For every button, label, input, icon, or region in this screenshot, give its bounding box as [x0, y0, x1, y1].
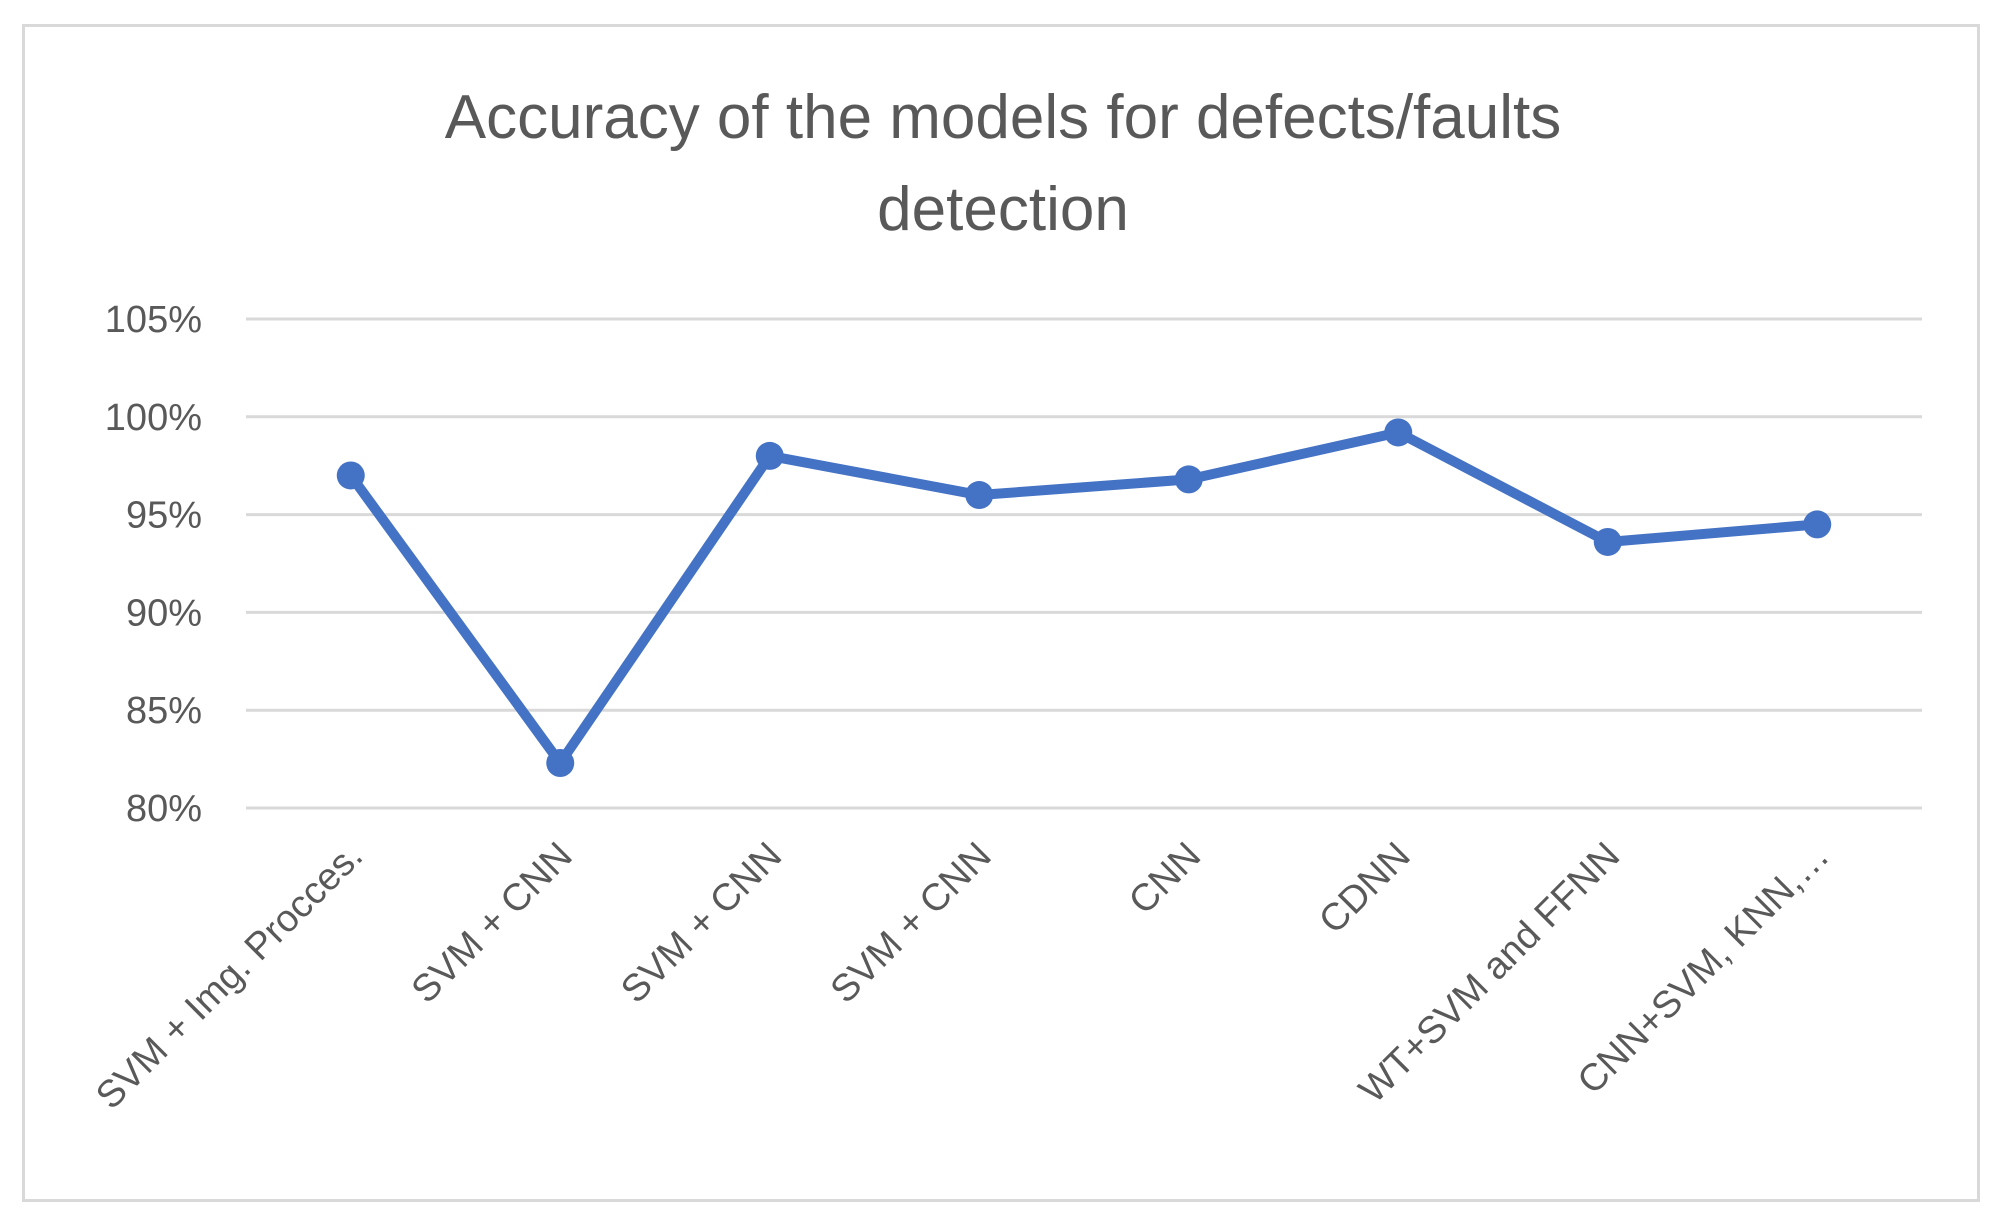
y-tick-label: 105% [105, 299, 202, 341]
chart-title: Accuracy of the models for defects/fault… [445, 83, 1562, 244]
data-point [755, 441, 784, 470]
x-category-label: CDNN [1311, 835, 1418, 942]
x-category-label: SVM + CNN [823, 835, 1000, 1012]
data-point [1174, 465, 1203, 494]
series-line [345, 427, 1823, 769]
data-point [1593, 527, 1622, 556]
y-tick-label: 95% [126, 495, 202, 537]
data-point [336, 461, 365, 490]
y-tick-label: 100% [105, 397, 202, 439]
y-tick-label: 85% [126, 690, 202, 732]
x-category-label: SVM + CNN [404, 835, 581, 1012]
data-point [965, 481, 994, 510]
x-category-label: SVM + CNN [613, 835, 790, 1012]
y-axis-ticks: 80% 85% 90% 95% 100% 105% [105, 299, 202, 830]
chart-title-line-2: detection [877, 175, 1129, 244]
x-category-label: CNN [1121, 835, 1209, 923]
data-point [1803, 510, 1832, 539]
x-axis-categories: SVM + Img. Procces. SVM + CNN SVM + CNN SVM… [88, 835, 1837, 1118]
data-point [546, 749, 575, 778]
series-accuracy [336, 418, 1832, 778]
data-point [1384, 418, 1413, 447]
x-category-label: SVM + Img. Procces. [88, 835, 371, 1118]
chart-title-line-1: Accuracy of the models for defects/fault… [445, 83, 1562, 152]
y-tick-label: 80% [126, 788, 202, 830]
gridlines [246, 317, 1922, 810]
y-tick-label: 90% [126, 592, 202, 634]
